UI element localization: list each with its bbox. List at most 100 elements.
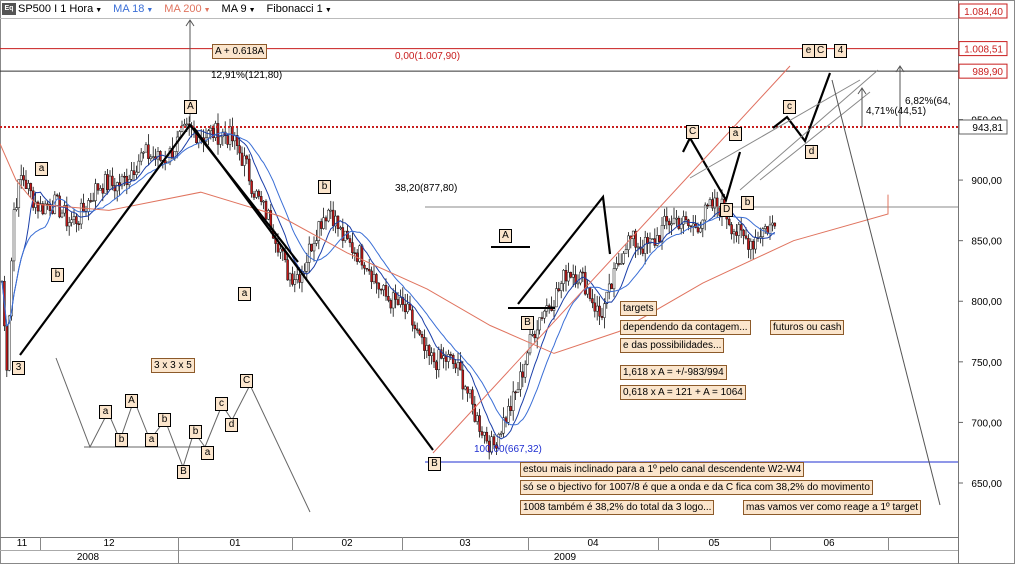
candle-body bbox=[514, 391, 517, 394]
candle-body bbox=[684, 216, 688, 221]
candle-body bbox=[675, 217, 678, 220]
candle-body bbox=[135, 171, 138, 175]
candle-body bbox=[648, 238, 652, 244]
chevron-down-icon: ▼ bbox=[203, 7, 211, 14]
candle-body bbox=[711, 199, 714, 209]
candle-body bbox=[415, 328, 419, 331]
wave-label: D bbox=[720, 203, 734, 217]
candle-body bbox=[607, 283, 611, 293]
candle-body bbox=[413, 324, 417, 330]
chevron-down-icon: ▼ bbox=[95, 7, 103, 14]
candle-body bbox=[132, 170, 136, 175]
projection-line bbox=[772, 72, 832, 144]
arrow-head-icon bbox=[857, 87, 867, 95]
note-a-plus-618: A + 0.618A bbox=[212, 44, 268, 59]
candle-body bbox=[367, 268, 371, 272]
ma18-line bbox=[1, 132, 775, 426]
candle-body bbox=[183, 123, 186, 127]
candle-body bbox=[567, 272, 570, 282]
candle-body bbox=[207, 130, 210, 139]
fib-level-0: 0,00(1.007,90) bbox=[395, 51, 461, 62]
candle-body bbox=[295, 274, 299, 280]
wave-label: B bbox=[428, 457, 441, 471]
wave-label: 3 bbox=[12, 361, 25, 375]
candle-body bbox=[142, 151, 145, 154]
candle-body bbox=[180, 125, 184, 132]
candle-body bbox=[399, 297, 402, 305]
candle-body bbox=[689, 225, 693, 227]
candle-body bbox=[564, 270, 568, 282]
candle-body bbox=[699, 227, 702, 233]
wave-label: B bbox=[521, 316, 534, 330]
candle-body bbox=[485, 431, 489, 442]
month-label: 11 bbox=[17, 538, 28, 549]
candle-body bbox=[365, 267, 369, 270]
candle-body bbox=[55, 194, 59, 197]
month-label: 04 bbox=[587, 538, 599, 549]
fibonacci-selector[interactable]: Fibonacci 1 ▼ bbox=[266, 3, 332, 15]
candle-body bbox=[499, 432, 503, 435]
wave-label: A bbox=[184, 100, 197, 114]
candle-body bbox=[79, 202, 83, 225]
candle-body bbox=[255, 190, 258, 198]
candle-body bbox=[538, 317, 541, 331]
candle-body bbox=[375, 274, 378, 284]
candle-body bbox=[27, 183, 30, 189]
candle-body bbox=[10, 260, 13, 317]
candle-body bbox=[559, 283, 563, 291]
candle-body bbox=[139, 152, 143, 162]
candle-body bbox=[459, 362, 462, 371]
candle-body bbox=[151, 156, 155, 158]
candle-body bbox=[627, 235, 630, 250]
candle-body bbox=[293, 279, 297, 285]
wave-label: d bbox=[805, 145, 818, 159]
y-tick-label: 650,00 bbox=[971, 479, 1002, 490]
candle-body bbox=[744, 235, 748, 239]
candle-body bbox=[286, 259, 289, 281]
candle-body bbox=[360, 245, 364, 266]
month-label: 12 bbox=[103, 538, 115, 549]
candle-body bbox=[77, 223, 81, 225]
candle-body bbox=[324, 217, 328, 222]
candle-body bbox=[442, 355, 445, 359]
candle-body bbox=[461, 369, 465, 390]
candle-body bbox=[511, 391, 515, 411]
candle-body bbox=[252, 193, 256, 198]
candle-body bbox=[70, 219, 73, 223]
wave-label-e: e bbox=[802, 44, 815, 58]
candle-body bbox=[211, 127, 215, 138]
candle-body bbox=[543, 310, 546, 319]
ma200-selector[interactable]: MA 200 ▼ bbox=[164, 3, 211, 15]
candle-body bbox=[156, 151, 160, 160]
candle-body bbox=[298, 274, 301, 283]
candle-body bbox=[466, 386, 469, 394]
candle-body bbox=[322, 217, 325, 229]
candle-body bbox=[94, 183, 97, 201]
candle-body bbox=[125, 175, 129, 185]
candle-body bbox=[7, 315, 11, 371]
candle-body bbox=[636, 246, 640, 249]
y-tick-label: 900,00 bbox=[971, 176, 1002, 187]
y-tick-label: 850,00 bbox=[971, 237, 1002, 248]
candle-body bbox=[243, 155, 246, 166]
candle-body bbox=[430, 352, 433, 356]
candle-body bbox=[706, 204, 709, 207]
candle-body bbox=[663, 216, 666, 226]
wave-label: C bbox=[686, 125, 700, 139]
candle-body bbox=[99, 188, 102, 191]
candle-body bbox=[571, 274, 575, 278]
candle-body bbox=[245, 155, 249, 160]
candle-body bbox=[339, 227, 342, 229]
candle-body bbox=[101, 188, 105, 194]
candle-body bbox=[137, 160, 141, 173]
ma18-selector[interactable]: MA 18 ▼ bbox=[113, 3, 154, 15]
symbol-selector[interactable]: SP500 I 1 Hora ▼ bbox=[18, 3, 103, 15]
candle-body bbox=[387, 295, 390, 301]
chart-toolbar: Eq SP500 I 1 Hora ▼ MA 18 ▼ MA 200 ▼ MA 9 ▼ … bbox=[0, 0, 958, 18]
candle-body bbox=[358, 245, 361, 262]
ma9-selector[interactable]: MA 9 ▼ bbox=[221, 3, 256, 15]
candle-body bbox=[447, 354, 450, 362]
candle-body bbox=[432, 352, 436, 363]
candle-body bbox=[329, 209, 333, 212]
